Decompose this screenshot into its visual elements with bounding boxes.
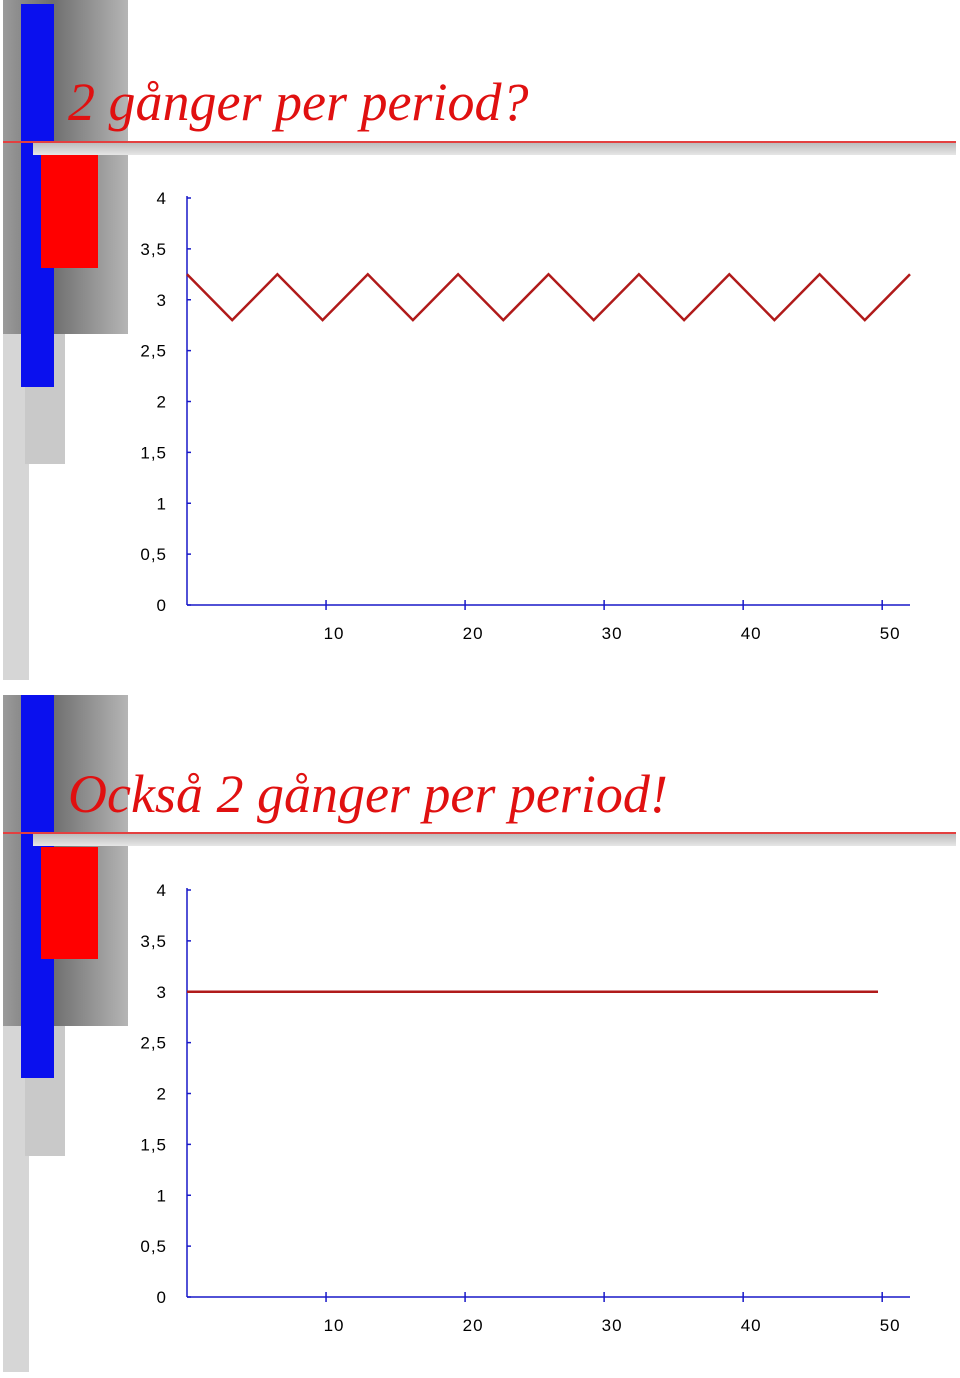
slide-1: 2 gånger per period? 0 0,5 1 1,5 2 2,5 3 3,5 4 10…: [0, 0, 960, 686]
x-tick-label: 30: [602, 624, 623, 643]
y-tick-label: 1,5: [140, 443, 167, 462]
y-tick-label: 2,5: [140, 342, 167, 361]
y-tick-label: 3,5: [140, 932, 167, 951]
slide-title: Också 2 gånger per period!: [68, 764, 668, 824]
x-tick-label: 20: [463, 1316, 484, 1335]
y-tick-label: 3,5: [140, 240, 167, 259]
x-tick-label: 40: [741, 624, 762, 643]
x-tick-label: 20: [463, 624, 484, 643]
y-tick-label: 2: [157, 1085, 167, 1104]
series-line: [186, 272, 911, 322]
y-tick-label: 1: [157, 494, 167, 513]
gray-rule-shadow: [33, 834, 956, 846]
y-tick-label: 1: [157, 1186, 167, 1205]
gray-side-strip: [3, 334, 29, 680]
y-tick-label: 3: [157, 291, 167, 310]
red-block: [41, 847, 98, 959]
y-tick-label: 0: [157, 1288, 167, 1307]
x-tick-label: 10: [324, 624, 345, 643]
line-chart: 0 0,5 1 1,5 2 2,5 3 3,5 4 10 20 30 40 50: [140, 881, 910, 1335]
gray-rule-shadow: [33, 143, 956, 155]
x-tick-label: 30: [602, 1316, 623, 1335]
gray-side-strip: [3, 1026, 29, 1372]
y-tick-label: 1,5: [140, 1135, 167, 1154]
red-block: [41, 155, 98, 268]
x-tick-label: 40: [741, 1316, 762, 1335]
y-tick-label: 3: [157, 983, 167, 1002]
y-tick-label: 0,5: [140, 1237, 167, 1256]
y-tick-label: 4: [157, 189, 167, 208]
slide-2: Också 2 gånger per period! 0 0,5 1 1,5 2 2,5 3…: [0, 692, 960, 1378]
y-tick-label: 0,5: [140, 545, 167, 564]
x-tick-label: 50: [880, 624, 901, 643]
line-chart: 0 0,5 1 1,5 2 2,5 3 3,5 4 10 20 30 40 50: [140, 189, 911, 643]
y-tick-label: 2,5: [140, 1034, 167, 1053]
x-tick-label: 10: [324, 1316, 345, 1335]
title-rule: [3, 832, 956, 834]
slide-title: 2 gånger per period?: [68, 72, 529, 132]
y-tick-label: 0: [157, 596, 167, 615]
title-rule: [3, 141, 956, 143]
y-tick-label: 4: [157, 881, 167, 900]
y-tick-label: 2: [157, 393, 167, 412]
x-tick-label: 50: [880, 1316, 901, 1335]
